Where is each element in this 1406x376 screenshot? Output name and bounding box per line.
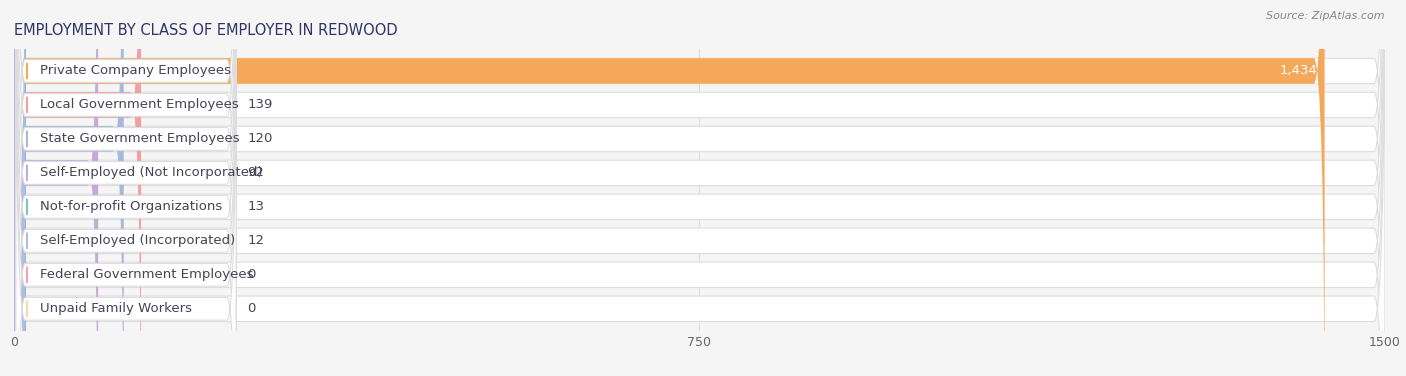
Text: 139: 139 <box>247 99 273 111</box>
FancyBboxPatch shape <box>15 0 236 376</box>
FancyBboxPatch shape <box>14 0 25 376</box>
FancyBboxPatch shape <box>14 0 1385 376</box>
FancyBboxPatch shape <box>15 0 236 376</box>
Text: EMPLOYMENT BY CLASS OF EMPLOYER IN REDWOOD: EMPLOYMENT BY CLASS OF EMPLOYER IN REDWO… <box>14 23 398 38</box>
FancyBboxPatch shape <box>14 0 141 376</box>
FancyBboxPatch shape <box>15 0 236 376</box>
FancyBboxPatch shape <box>14 0 1324 376</box>
Text: 92: 92 <box>247 167 264 179</box>
Text: Self-Employed (Incorporated): Self-Employed (Incorporated) <box>39 234 235 247</box>
FancyBboxPatch shape <box>15 0 236 376</box>
Text: Unpaid Family Workers: Unpaid Family Workers <box>39 302 191 315</box>
Text: 12: 12 <box>247 234 264 247</box>
Text: Local Government Employees: Local Government Employees <box>39 99 239 111</box>
Text: 13: 13 <box>247 200 264 213</box>
Text: State Government Employees: State Government Employees <box>39 132 239 146</box>
FancyBboxPatch shape <box>14 0 1385 376</box>
Text: Source: ZipAtlas.com: Source: ZipAtlas.com <box>1267 11 1385 21</box>
Text: 0: 0 <box>247 302 256 315</box>
Text: 1,434: 1,434 <box>1279 64 1317 77</box>
FancyBboxPatch shape <box>15 0 236 376</box>
FancyBboxPatch shape <box>15 0 236 376</box>
Text: 120: 120 <box>247 132 273 146</box>
FancyBboxPatch shape <box>14 0 1385 376</box>
FancyBboxPatch shape <box>14 0 1385 376</box>
Text: 0: 0 <box>247 268 256 281</box>
FancyBboxPatch shape <box>14 0 1385 376</box>
Text: Self-Employed (Not Incorporated): Self-Employed (Not Incorporated) <box>39 167 263 179</box>
FancyBboxPatch shape <box>15 0 236 376</box>
FancyBboxPatch shape <box>14 0 124 376</box>
FancyBboxPatch shape <box>14 0 98 376</box>
FancyBboxPatch shape <box>14 0 1385 376</box>
FancyBboxPatch shape <box>14 0 25 376</box>
Text: Not-for-profit Organizations: Not-for-profit Organizations <box>39 200 222 213</box>
FancyBboxPatch shape <box>14 0 1385 376</box>
FancyBboxPatch shape <box>14 0 1385 376</box>
Text: Private Company Employees: Private Company Employees <box>39 64 231 77</box>
FancyBboxPatch shape <box>15 0 236 376</box>
Text: Federal Government Employees: Federal Government Employees <box>39 268 253 281</box>
